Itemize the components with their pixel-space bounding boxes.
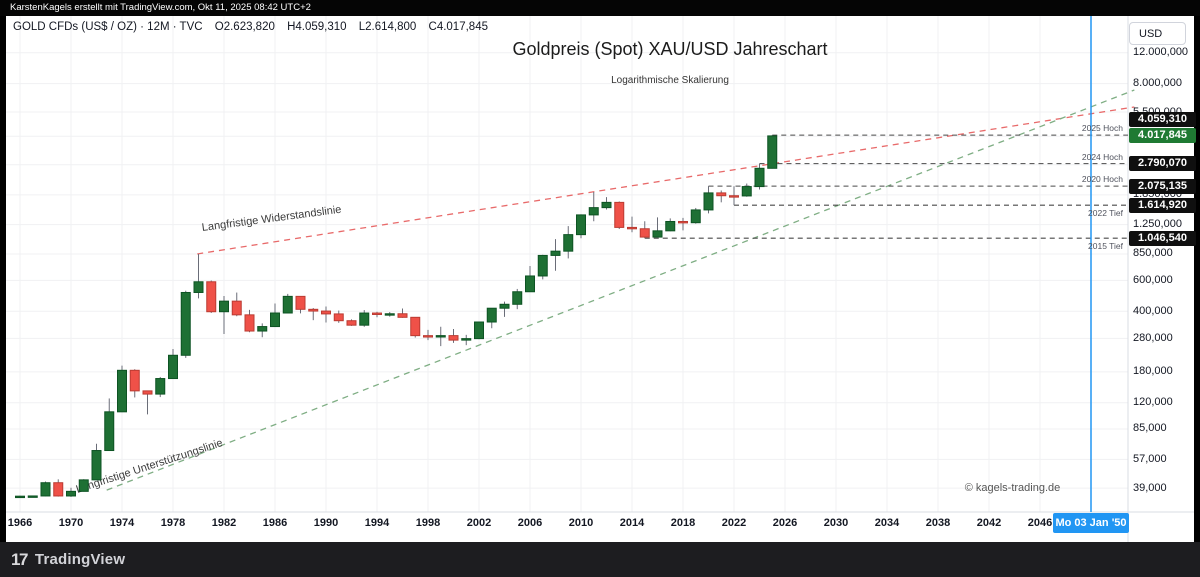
- attribution-text: KarstenKagels erstellt mit TradingView.c…: [10, 2, 311, 13]
- chart-panel[interactable]: [6, 16, 1194, 542]
- footer-bar: 17 TradingView: [0, 542, 1200, 577]
- tradingview-logo-text[interactable]: TradingView: [34, 551, 126, 568]
- attribution-bar: KarstenKagels erstellt mit TradingView.c…: [0, 0, 1200, 16]
- tradingview-logo-icon[interactable]: 17: [11, 549, 28, 569]
